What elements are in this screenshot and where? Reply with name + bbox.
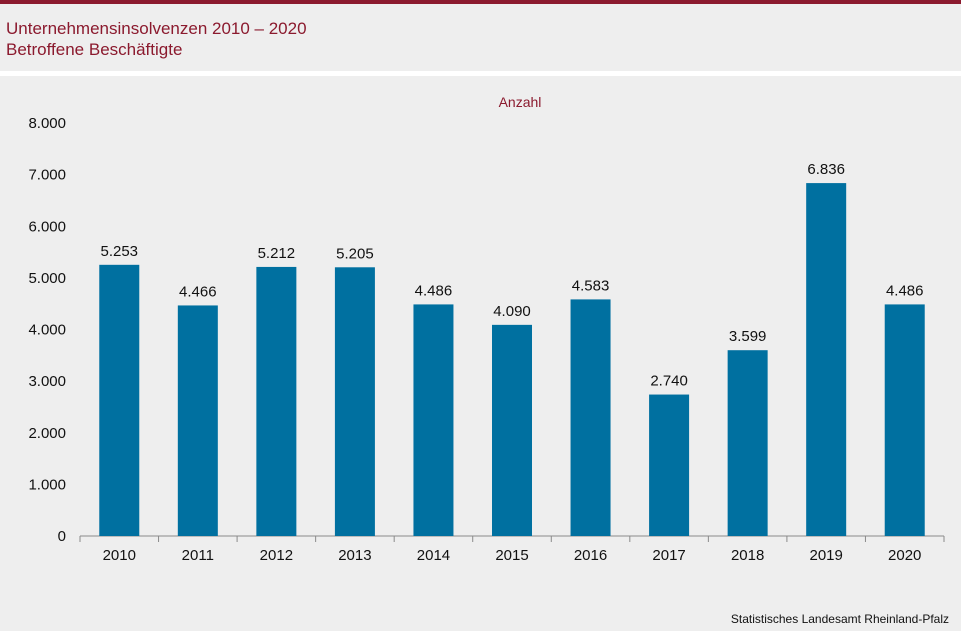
bar-2020 [884, 304, 925, 536]
x-tick-label: 2013 [338, 547, 371, 564]
data-label-2017: 2.740 [650, 373, 688, 390]
bar-2013 [334, 267, 375, 536]
x-tick-label: 2018 [731, 547, 764, 564]
data-label-2015: 4.090 [493, 303, 531, 320]
chart-subtitle: Betroffene Beschäftigte [6, 40, 183, 59]
bar-2011 [177, 305, 218, 536]
unit-label: Anzahl [499, 94, 542, 110]
data-label-2018: 3.599 [729, 328, 767, 345]
x-tick-label: 2012 [260, 547, 293, 564]
x-tick-label: 2014 [417, 547, 450, 564]
y-tick-label: 2.000 [28, 425, 66, 442]
data-label-2014: 4.486 [415, 282, 453, 299]
bar-2018 [727, 350, 768, 536]
data-label-2016: 4.583 [572, 277, 610, 294]
y-tick-label: 8.000 [28, 115, 66, 132]
x-tick-label: 2011 [182, 547, 214, 564]
x-tick-label: 2015 [495, 547, 528, 564]
top-accent-bar [0, 0, 961, 4]
bar-2015 [492, 324, 532, 536]
x-tick-label: 2017 [652, 547, 685, 564]
y-tick-label: 7.000 [28, 167, 66, 184]
x-tick-label: 2010 [103, 547, 136, 564]
bar-2019 [806, 183, 847, 537]
bar-2012 [256, 266, 297, 536]
data-label-2019: 6.836 [807, 161, 845, 178]
data-label-2010: 5.253 [100, 243, 138, 260]
data-labels: 5.253 4.466 5.212 5.205 4.486 4.090 4.583 2.740… [100, 161, 923, 389]
bar-2010 [99, 264, 140, 536]
x-axis: 2010 2011 2012 2013 2014 2015 2016 2017 2018 2019… [79, 535, 945, 564]
y-axis: 0 1.000 2.000 3.000 4.000 5.000 6.000 7.000 8.00… [28, 115, 66, 545]
y-tick-label: 3.000 [28, 373, 66, 390]
y-tick-label: 4.000 [28, 322, 66, 339]
data-label-2020: 4.486 [886, 282, 924, 299]
bar-2014 [413, 304, 454, 536]
bars [99, 183, 925, 537]
source-note: Statistisches Landesamt Rheinland-Pfalz [730, 612, 949, 626]
data-label-2013: 5.205 [336, 245, 374, 262]
data-label-2012: 5.212 [258, 245, 296, 262]
x-tick-label: 2019 [809, 547, 842, 564]
data-label-2011: 4.466 [179, 283, 217, 300]
y-tick-label: 0 [58, 528, 66, 545]
chart-title: Unternehmensinsolvenzen 2010 – 2020 [6, 19, 307, 38]
y-tick-label: 1.000 [28, 476, 66, 493]
y-tick-label: 6.000 [28, 218, 66, 235]
x-tick-label: 2020 [888, 547, 921, 564]
chart-header: Unternehmensinsolvenzen 2010 – 2020 Betr… [6, 18, 307, 60]
x-tick-label: 2016 [574, 547, 607, 564]
bar-2016 [570, 299, 611, 536]
y-tick-label: 5.000 [28, 270, 66, 287]
bar-2017 [649, 394, 690, 536]
header-divider [0, 71, 961, 76]
